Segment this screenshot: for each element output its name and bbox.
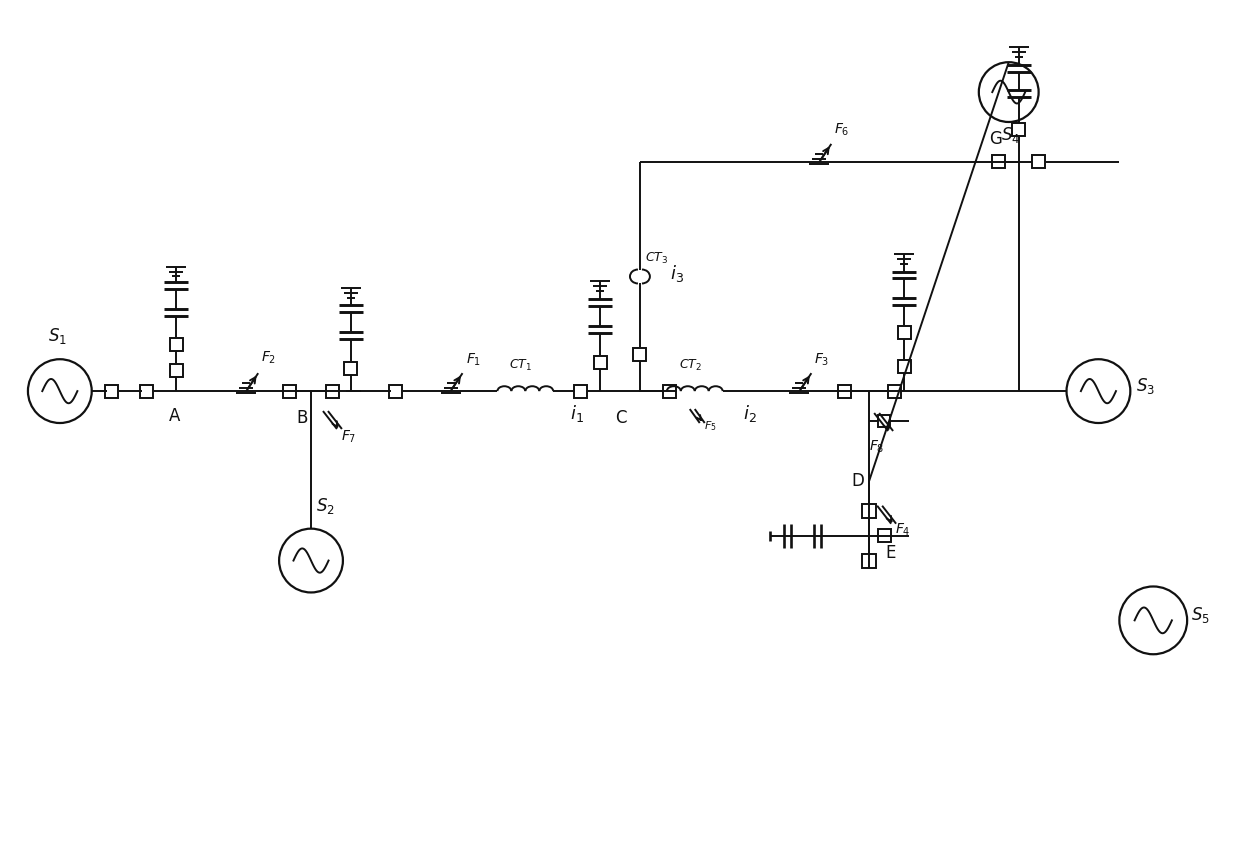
Text: E: E	[885, 544, 895, 562]
Text: D: D	[851, 471, 864, 490]
Text: $F_8$: $F_8$	[869, 439, 884, 455]
Text: $F_6$: $F_6$	[835, 122, 849, 139]
Text: $F_5$: $F_5$	[704, 419, 717, 433]
Bar	[888, 385, 900, 397]
Bar	[1032, 156, 1045, 168]
Text: $S_2$: $S_2$	[316, 496, 335, 516]
Text: G: G	[988, 130, 1002, 148]
Text: $CT_1$: $CT_1$	[510, 358, 532, 374]
Text: $\mathit{i}_1$: $\mathit{i}_1$	[570, 403, 584, 424]
Text: $S_5$: $S_5$	[1192, 605, 1210, 625]
Bar	[898, 326, 910, 339]
Text: $S_1$: $S_1$	[48, 326, 67, 346]
Text: $\mathit{i}_3$: $\mathit{i}_3$	[670, 264, 683, 284]
Bar	[878, 415, 890, 427]
Text: $F_2$: $F_2$	[262, 349, 277, 366]
Text: $\mathit{i}_2$: $\mathit{i}_2$	[743, 403, 756, 424]
Bar	[838, 385, 851, 397]
Text: C: C	[615, 409, 626, 427]
Text: $F_7$: $F_7$	[341, 429, 356, 445]
Bar	[574, 385, 587, 397]
Bar	[862, 504, 877, 517]
Text: A: A	[169, 407, 180, 425]
Bar	[1012, 123, 1025, 136]
Text: $CT_2$: $CT_2$	[678, 358, 702, 374]
Bar	[345, 362, 357, 374]
Text: $F_4$: $F_4$	[895, 522, 910, 538]
Bar	[992, 156, 1006, 168]
Text: $S_4$: $S_4$	[1001, 125, 1021, 145]
Bar	[634, 348, 646, 361]
Text: $S_3$: $S_3$	[1136, 376, 1156, 396]
Bar	[389, 385, 402, 397]
Bar	[878, 529, 890, 542]
Text: $F_3$: $F_3$	[815, 351, 830, 368]
Bar	[105, 385, 118, 397]
Bar	[663, 385, 676, 397]
Bar	[594, 356, 606, 368]
Bar	[170, 363, 184, 377]
Text: $CT_3$: $CT_3$	[645, 250, 668, 266]
Bar	[140, 385, 153, 397]
Text: $F_1$: $F_1$	[465, 351, 481, 368]
Bar	[898, 360, 910, 373]
Text: B: B	[296, 409, 308, 427]
Bar	[283, 385, 295, 397]
Bar	[326, 385, 340, 397]
Bar	[170, 338, 184, 351]
Bar	[862, 554, 877, 568]
